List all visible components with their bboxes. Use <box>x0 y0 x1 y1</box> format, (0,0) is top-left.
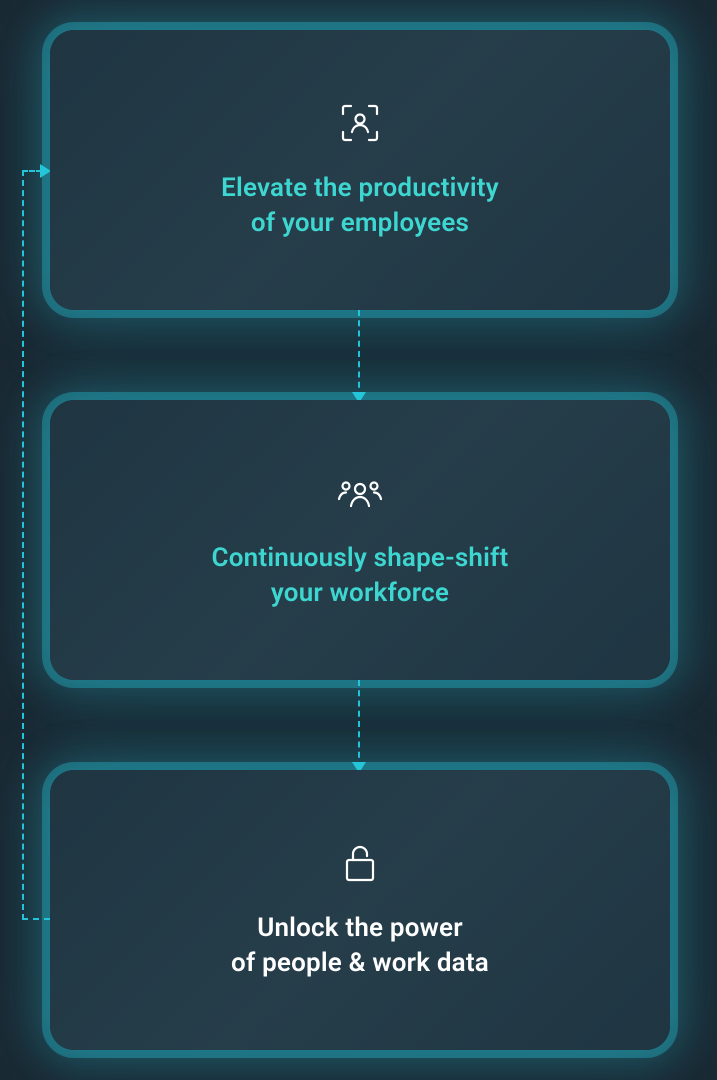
card-workforce-text: Continuously shape-shift your workforce <box>212 541 509 611</box>
card-line: your workforce <box>212 576 509 611</box>
card-line: Continuously shape-shift <box>212 541 509 576</box>
team-icon <box>336 469 384 517</box>
diagram-container: Elevate the productivity of your employe… <box>0 0 717 1080</box>
card-line: of people & work data <box>231 946 489 981</box>
card-workforce: Continuously shape-shift your workforce <box>50 400 670 680</box>
unlock-icon <box>336 839 384 887</box>
card-unlock: Unlock the power of people & work data <box>50 770 670 1050</box>
card-productivity-text: Elevate the productivity of your employe… <box>221 171 499 241</box>
card-line: Elevate the productivity <box>221 171 499 206</box>
person-focus-icon <box>336 99 384 147</box>
card-line: Unlock the power <box>231 911 489 946</box>
card-unlock-text: Unlock the power of people & work data <box>231 911 489 981</box>
card-productivity: Elevate the productivity of your employe… <box>50 30 670 310</box>
card-line: of your employees <box>221 206 499 241</box>
